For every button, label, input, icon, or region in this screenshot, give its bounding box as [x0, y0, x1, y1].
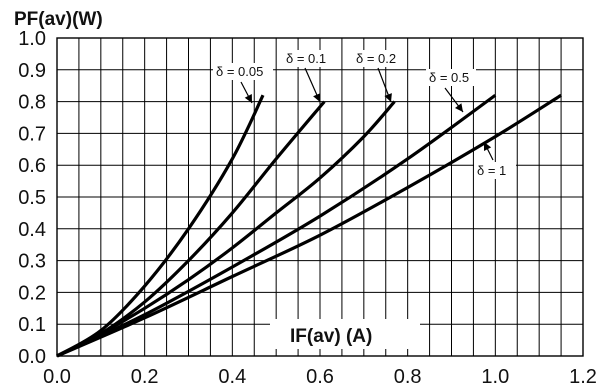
y-tick-label: 0.7: [18, 123, 46, 145]
annotation-arrowhead-3: [455, 103, 463, 112]
y-tick-label: 0.6: [18, 155, 46, 177]
annotation-background-4: [474, 162, 516, 179]
y-tick-label: 0.8: [18, 92, 46, 114]
x-tick-label: 1.2: [569, 366, 597, 388]
series-curve-0: [56, 94, 265, 358]
y-tick-label: 0.1: [18, 314, 46, 336]
annotation-background-3: [426, 69, 476, 86]
y-tick-label: 0.0: [18, 346, 46, 368]
series-curve-2: [56, 100, 396, 358]
ticks: 0.0 0.2 0.4 0.6 0.8 1.0 1.2 0.0 0.1 0.2 0.3 0.4 0.5 0…: [18, 28, 597, 388]
annotation-arrowhead-2: [384, 93, 392, 102]
x-tick-label: 0.0: [43, 366, 71, 388]
series-curve-4: [56, 93, 562, 358]
x-tick-label: 0.2: [131, 366, 159, 388]
y-tick-label: 0.4: [18, 219, 46, 241]
x-tick-label: 0.6: [306, 366, 334, 388]
annotation-arrowhead-0: [244, 94, 252, 103]
x-axis-title-background: [270, 319, 420, 349]
y-tick-label: 0.2: [18, 282, 46, 304]
annotation-label-2: δ = 0.2: [356, 51, 396, 66]
annotation-background-2: [353, 50, 403, 67]
y-tick-label: 1.0: [18, 28, 46, 50]
series-curve-3: [56, 93, 497, 358]
annotation-label-3: δ = 0.5: [429, 70, 469, 85]
y-tick-label: 0.9: [18, 60, 46, 82]
annotations: δ = 0.05 δ = 0.1 δ = 0.2 δ = 0.5 δ = 1: [213, 50, 516, 179]
y-tick-label: 0.5: [18, 187, 46, 209]
y-tick-label: 0.3: [18, 251, 46, 273]
plot-frame: [56, 37, 584, 357]
series-curves: [56, 93, 562, 358]
y-axis-title: PF(av)(W): [14, 9, 103, 30]
grid: [56, 37, 584, 357]
annotation-label-4: δ = 1: [477, 163, 506, 178]
annotation-label-1: δ = 0.1: [286, 51, 326, 66]
x-tick-label: 0.4: [218, 366, 246, 388]
annotation-arrowhead-4: [484, 142, 492, 151]
annotation-arrowhead-1: [313, 93, 321, 102]
x-tick-label: 0.8: [394, 366, 422, 388]
annotation-label-0: δ = 0.05: [216, 64, 263, 79]
annotation-background-0: [213, 63, 273, 80]
x-axis-title: IF(av) (A): [290, 326, 372, 347]
x-tick-label: 1.0: [481, 366, 509, 388]
annotation-background-1: [283, 50, 333, 67]
